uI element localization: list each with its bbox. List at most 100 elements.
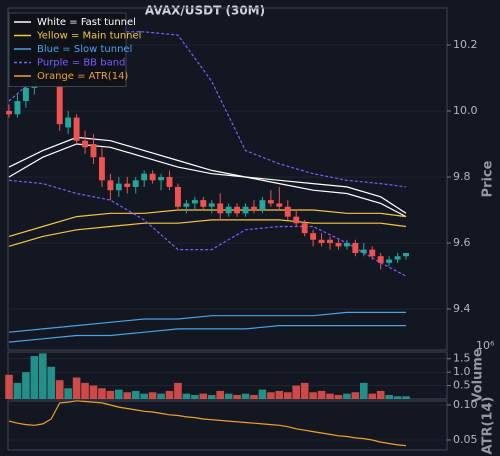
candle-body [175, 186, 181, 207]
y-axis-label: Price [481, 160, 496, 197]
volume-bar [368, 393, 377, 399]
volume-bar [233, 394, 241, 399]
volume-bar [22, 372, 30, 399]
y-tick-label: 0.05 [453, 433, 478, 446]
chart-title: AVAX/USDT (30M) [145, 4, 265, 18]
volume-bar [191, 394, 199, 399]
candle-body [352, 243, 359, 253]
volume-bar [39, 353, 47, 399]
candle-body [98, 157, 105, 181]
volume-bar [351, 392, 360, 399]
candle-body [301, 223, 308, 234]
volume-bar [182, 393, 191, 399]
legend-label: Blue = Slow tunnel [37, 44, 132, 55]
volume-bar [275, 390, 284, 399]
volume-bar [140, 393, 148, 399]
candle-body [107, 180, 114, 191]
y-tick-label: 1.0 [453, 365, 471, 378]
candle-body [56, 58, 63, 125]
y-axis-label: Volume [471, 348, 486, 403]
candle-body [377, 256, 384, 263]
candle-body [318, 239, 325, 244]
candle-body [124, 183, 131, 187]
candle-body [335, 243, 342, 247]
candle-body [242, 206, 249, 214]
candle-body [115, 183, 122, 191]
volume-bar [343, 393, 351, 399]
candle-body [327, 239, 333, 244]
candle-body [276, 203, 283, 207]
volume-bar [174, 382, 182, 399]
y-tick-label: 9.6 [453, 236, 471, 249]
y-tick-label: 0.10 [453, 398, 478, 411]
candle-body [22, 87, 29, 102]
candle-body [343, 243, 350, 247]
volume-bar [385, 394, 393, 399]
volume-bar [30, 356, 39, 399]
volume-bar [258, 389, 267, 399]
candle-body [149, 173, 156, 181]
candle-body [90, 144, 97, 158]
volume-bar [309, 392, 317, 399]
tunnel-line [8, 311, 406, 333]
candle-body [394, 256, 401, 260]
candle-body [132, 180, 139, 187]
volume-bar [81, 382, 89, 399]
candle-body [208, 203, 215, 207]
candle-body [183, 203, 190, 207]
candle-body [225, 206, 232, 214]
volume-bar [376, 390, 385, 399]
legend-label: Purple = BB band [37, 58, 125, 69]
volume-bar [241, 393, 250, 399]
volume-bar [5, 374, 13, 399]
candle-body [234, 206, 241, 214]
candle-body [360, 249, 367, 253]
candle-body [191, 200, 198, 204]
volume-bar [123, 392, 132, 399]
volume-bar [402, 396, 410, 399]
candle-body [65, 117, 72, 128]
volume-bar [148, 392, 157, 399]
candle-body [293, 216, 300, 224]
candle-body [251, 206, 257, 211]
y-axis-label: ATR(14) [481, 397, 496, 455]
y-tick-label: 0.5 [453, 379, 471, 392]
volume-bar [131, 390, 140, 399]
volume-bar [89, 385, 98, 399]
tunnel-line [8, 219, 407, 247]
y-tick-label: 10.0 [453, 104, 478, 117]
candle-body [217, 203, 224, 214]
panel-frame [7, 7, 448, 351]
candle-body [14, 101, 21, 115]
volume-bar [199, 393, 208, 399]
volume-bar [157, 393, 165, 399]
candle-body [158, 177, 165, 181]
volume-bar [207, 394, 216, 399]
y-tick-label: 10.2 [453, 38, 478, 51]
volume-bar [224, 393, 233, 399]
volume-bar [334, 394, 343, 399]
volume-bar [250, 394, 258, 399]
volume-bar [267, 392, 275, 399]
volume-bar [72, 377, 81, 399]
axis-offset: 10⁶ [476, 339, 495, 352]
volume-bar [393, 396, 402, 399]
volume-bar [317, 390, 326, 399]
volume-bar [13, 382, 22, 399]
panel-frame [7, 400, 448, 451]
candle-body [166, 177, 173, 187]
candle-body [386, 259, 393, 263]
volume-bar [55, 380, 64, 399]
volume-bar [98, 388, 106, 399]
candle-body [284, 206, 291, 217]
legend-label: White = Fast tunnel [37, 17, 136, 28]
volume-bar [115, 389, 123, 399]
candle-body [200, 200, 207, 207]
volume-bar [359, 382, 368, 399]
tunnel-line [8, 325, 406, 343]
candle-body [259, 200, 266, 211]
legend-label: Yellow = Main tunnel [36, 31, 141, 42]
volume-bar [165, 390, 174, 399]
candle-body [310, 233, 317, 240]
